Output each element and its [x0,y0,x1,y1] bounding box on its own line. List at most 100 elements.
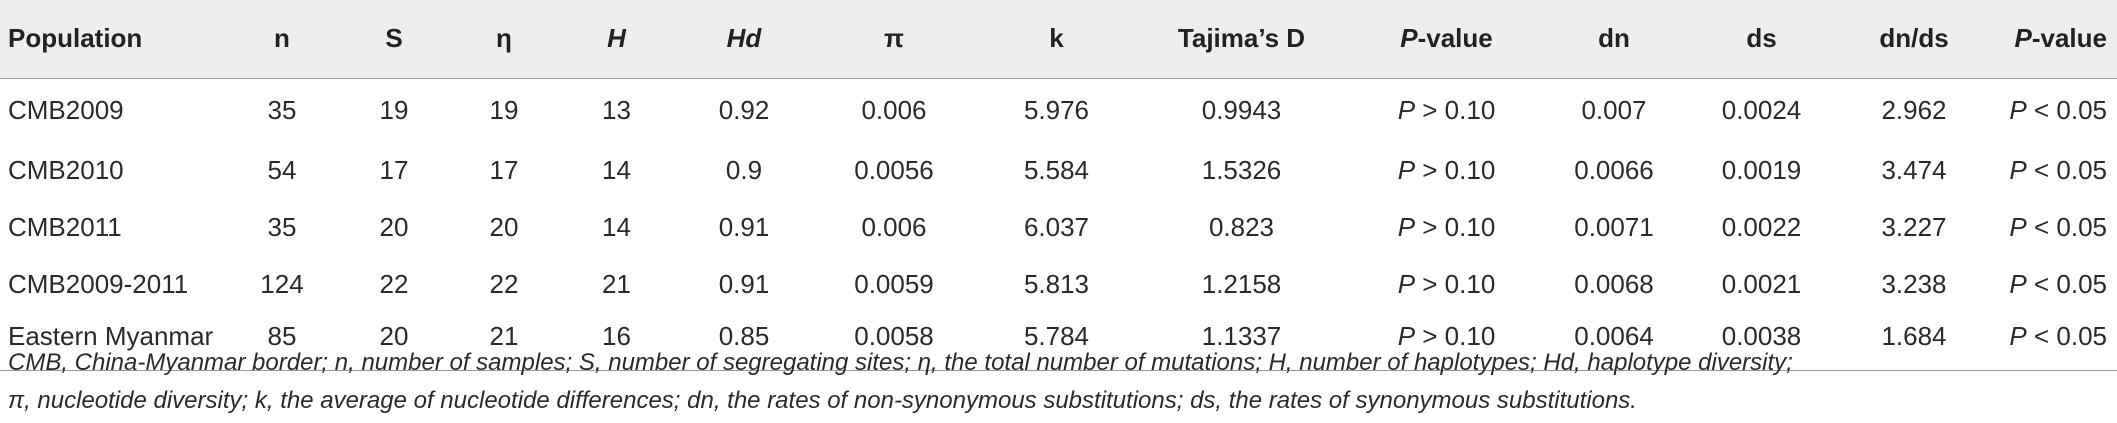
p-value-text: > 0.10 [1415,269,1496,299]
p-symbol: P [1397,212,1416,242]
header-dn: dn [1544,0,1684,79]
header-label: Hd [726,23,762,54]
cell-h: 21 [602,269,631,299]
cell-eta: 22 [489,269,519,299]
data-table-container: Population n S η H Hd π k Tajima’s D P-v… [0,0,2117,371]
p-value-text: > 0.10 [1415,155,1496,185]
cell-dn: 0.0068 [1574,269,1654,299]
cell-dn: 0.0064 [1544,313,1684,371]
cell-p-value-2: P < 0.05 [1989,199,2117,256]
cell-ds: 0.0019 [1721,155,1802,185]
header-label: ds [1746,23,1777,54]
footnote-line-2: π, nucleotide diversity; k, the average … [8,387,1637,414]
header-p-value-1: P-value [1349,0,1544,79]
header-s: S [334,0,454,79]
cell-s: 20 [334,313,454,371]
header-eta: η [454,0,554,79]
p-value-text: > 0.10 [1415,320,1496,351]
header-tajimas-d: Tajima’s D [1134,0,1349,79]
header-pi: π [809,0,979,79]
table-row: CMB2010 54 17 17 14 0.9 0.0056 5.584 1.5… [0,142,2117,199]
cell-p-value-1: P > 0.10 [1349,313,1544,371]
cell-s: 20 [379,212,409,242]
p-value-text: > 0.10 [1415,212,1496,242]
p-value-text: < 0.05 [2026,155,2107,185]
p-symbol: P [2009,320,2027,351]
header-label: Tajima’s D [1177,23,1306,54]
cell-ds: 0.0021 [1721,269,1802,299]
header-label: k [1049,23,1064,54]
p-symbol: P [2009,94,2027,125]
cell-h: 13 [602,94,631,125]
header-label: dn/ds [1879,23,1949,54]
cell-p-value-1: P > 0.10 [1349,78,1544,142]
header-hd: Hd [679,0,809,79]
header-label: π [884,23,904,54]
p-symbol: P [2009,269,2027,299]
p-symbol: P [1397,155,1416,185]
cell-hd: 0.92 [718,94,770,125]
cell-p-value-1: P > 0.10 [1349,256,1544,313]
header-p-value-2: P-value [1989,0,2117,79]
p-value-text: < 0.05 [2026,269,2107,299]
cell-k: 5.813 [1023,269,1090,299]
cell-s: 17 [379,155,409,185]
cell-dn-ds: 2.962 [1881,94,1947,125]
header-row: Population n S η H Hd π k Tajima’s D P-v… [0,0,2117,79]
table-row: Eastern Myanmar 85 20 21 16 0.85 0.0058 … [0,313,2117,371]
cell-tajimas-d: 1.2158 [1201,269,1282,299]
header-label: -value [2031,23,2107,54]
table-row: CMB2009 35 19 19 13 0.92 0.006 5.976 0.9… [0,78,2117,142]
header-label: S [385,23,403,54]
cell-h: 14 [602,155,631,185]
cell-population: CMB2009-2011 [8,269,189,299]
cell-n: 35 [267,94,297,125]
cell-p-value-2: P < 0.05 [1989,256,2117,313]
header-population: Population [0,0,230,79]
cell-tajimas-d: 0.823 [1208,212,1275,242]
cell-dn-ds: 1.684 [1839,313,1989,371]
cell-dn: 0.0066 [1574,155,1654,185]
p-value-text: < 0.05 [2026,94,2107,125]
cell-p-value-2: P < 0.05 [1989,142,2117,199]
header-label: n [274,23,290,54]
cell-n: 124 [260,269,304,299]
table-row: CMB2011 35 20 20 14 0.91 0.006 6.037 0.8… [0,199,2117,256]
cell-pi: 0.0059 [854,269,934,299]
table-row: CMB2009-2011 124 22 22 21 0.91 0.0059 5.… [0,256,2117,313]
footnote-line-1: CMB, China-Myanmar border; n, number of … [8,349,1793,376]
p-symbol: P [1397,94,1416,125]
cell-k: 5.784 [979,313,1134,371]
cell-hd: 0.9 [725,155,763,185]
cell-s: 22 [379,269,409,299]
cell-k: 5.584 [1023,155,1090,185]
cell-dn-ds: 3.474 [1881,155,1947,185]
cell-ds: 0.0024 [1721,94,1802,125]
header-ds: ds [1684,0,1839,79]
cell-hd: 0.91 [718,212,770,242]
header-label-italic: P [1400,23,1418,54]
cell-pi: 0.0056 [854,155,934,185]
cell-p-value-2: P < 0.05 [1989,313,2117,371]
population-genetics-table: Population n S η H Hd π k Tajima’s D P-v… [0,0,2117,371]
cell-eta: 21 [454,313,554,371]
cell-hd: 0.91 [718,269,770,299]
cell-p-value-1: P > 0.10 [1349,142,1544,199]
cell-population: CMB2011 [8,212,122,242]
cell-eta: 20 [489,212,519,242]
cell-h: 16 [554,313,679,371]
cell-eta: 19 [489,94,519,125]
cell-pi: 0.0058 [809,313,979,371]
cell-k: 5.976 [1023,94,1090,125]
cell-h: 14 [602,212,631,242]
header-n: n [230,0,334,79]
header-dn-ds: dn/ds [1839,0,1989,79]
p-symbol: P [2009,212,2027,242]
header-k: k [979,0,1134,79]
table-footnote: CMB, China-Myanmar border; n, number of … [8,344,2108,420]
p-value-text: < 0.05 [2026,320,2107,351]
cell-dn-ds: 3.238 [1881,269,1947,299]
cell-tajimas-d: 0.9943 [1201,94,1282,125]
cell-hd: 0.85 [679,313,809,371]
cell-n: 54 [267,155,297,185]
